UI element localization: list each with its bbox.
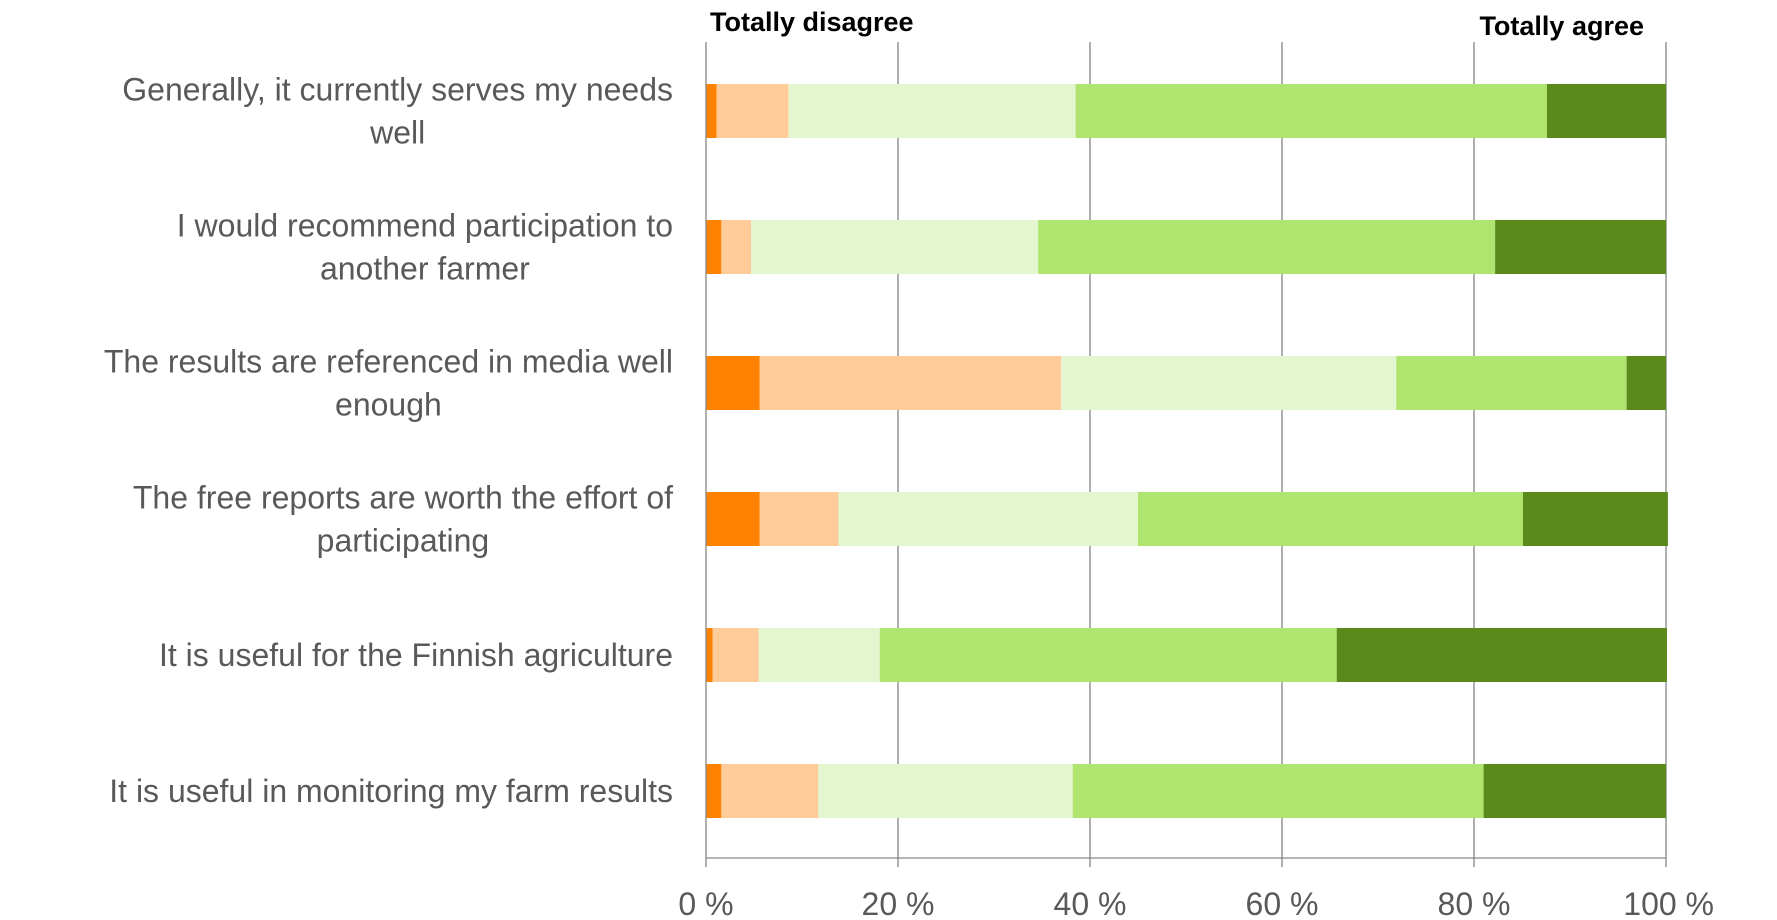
x-tick-labels: 0 % 20 % 40 % 60 % 80 % 100 % xyxy=(678,886,1714,920)
bar-segment-6-4 xyxy=(1072,764,1484,818)
category-label-2: I would recommend participation to anothe… xyxy=(177,208,673,287)
bar-segment-3-2 xyxy=(759,356,1062,410)
bar-segment-4-2 xyxy=(759,492,839,546)
bar-segment-5-5 xyxy=(1336,628,1667,682)
category-label-1: Generally, it currently serves my needs w… xyxy=(122,72,673,151)
bar-segment-1-2 xyxy=(716,84,789,138)
bar-segment-5-2 xyxy=(712,628,759,682)
bar-segment-6-1 xyxy=(706,764,722,818)
bars xyxy=(706,84,1668,818)
grid-lines xyxy=(897,42,1667,858)
bar-segment-3-5 xyxy=(1626,356,1666,410)
bar-segment-1-1 xyxy=(706,84,717,138)
bar-segment-1-4 xyxy=(1075,84,1547,138)
bar-segment-3-4 xyxy=(1396,356,1627,410)
bar-segment-5-1 xyxy=(706,628,713,682)
bar-segment-6-2 xyxy=(721,764,819,818)
bar-segment-2-5 xyxy=(1495,220,1666,274)
x-tick-label-20: 20 % xyxy=(862,886,935,920)
bar-segment-5-3 xyxy=(758,628,880,682)
category-label-5: It is useful for the Finnish agriculture xyxy=(159,637,673,673)
scale-anchor-right: Totally agree xyxy=(1479,11,1644,41)
bar-segment-1-5 xyxy=(1546,84,1666,138)
x-axis xyxy=(705,42,1667,867)
category-label-4: The free reports are worth the effort of… xyxy=(133,480,673,559)
bar-segment-2-3 xyxy=(751,220,1039,274)
category-labels: Generally, it currently serves my needs w… xyxy=(104,72,673,810)
bar-segment-1-3 xyxy=(788,84,1076,138)
bar-segment-4-1 xyxy=(706,492,760,546)
bar-segment-4-5 xyxy=(1522,492,1668,546)
x-tick-label-40: 40 % xyxy=(1054,886,1127,920)
bar-segment-2-2 xyxy=(721,220,752,274)
bar-segment-6-5 xyxy=(1483,764,1666,818)
bar-segment-2-4 xyxy=(1038,220,1496,274)
bar-segment-6-3 xyxy=(818,764,1073,818)
x-tick-label-60: 60 % xyxy=(1246,886,1319,920)
category-label-6: It is useful in monitoring my farm resul… xyxy=(109,773,673,809)
x-tick-label-100: 100 % xyxy=(1623,886,1714,920)
scale-anchor-left: Totally disagree xyxy=(710,7,914,37)
bar-segment-2-1 xyxy=(706,220,722,274)
x-tick-label-80: 80 % xyxy=(1438,886,1511,920)
bar-segment-4-4 xyxy=(1138,492,1523,546)
category-label-3: The results are referenced in media well… xyxy=(104,344,673,423)
bar-segment-3-1 xyxy=(706,356,760,410)
x-tick-label-0: 0 % xyxy=(678,886,733,920)
bar-segment-4-3 xyxy=(838,492,1138,546)
bar-segment-3-3 xyxy=(1061,356,1397,410)
bar-segment-5-4 xyxy=(879,628,1337,682)
